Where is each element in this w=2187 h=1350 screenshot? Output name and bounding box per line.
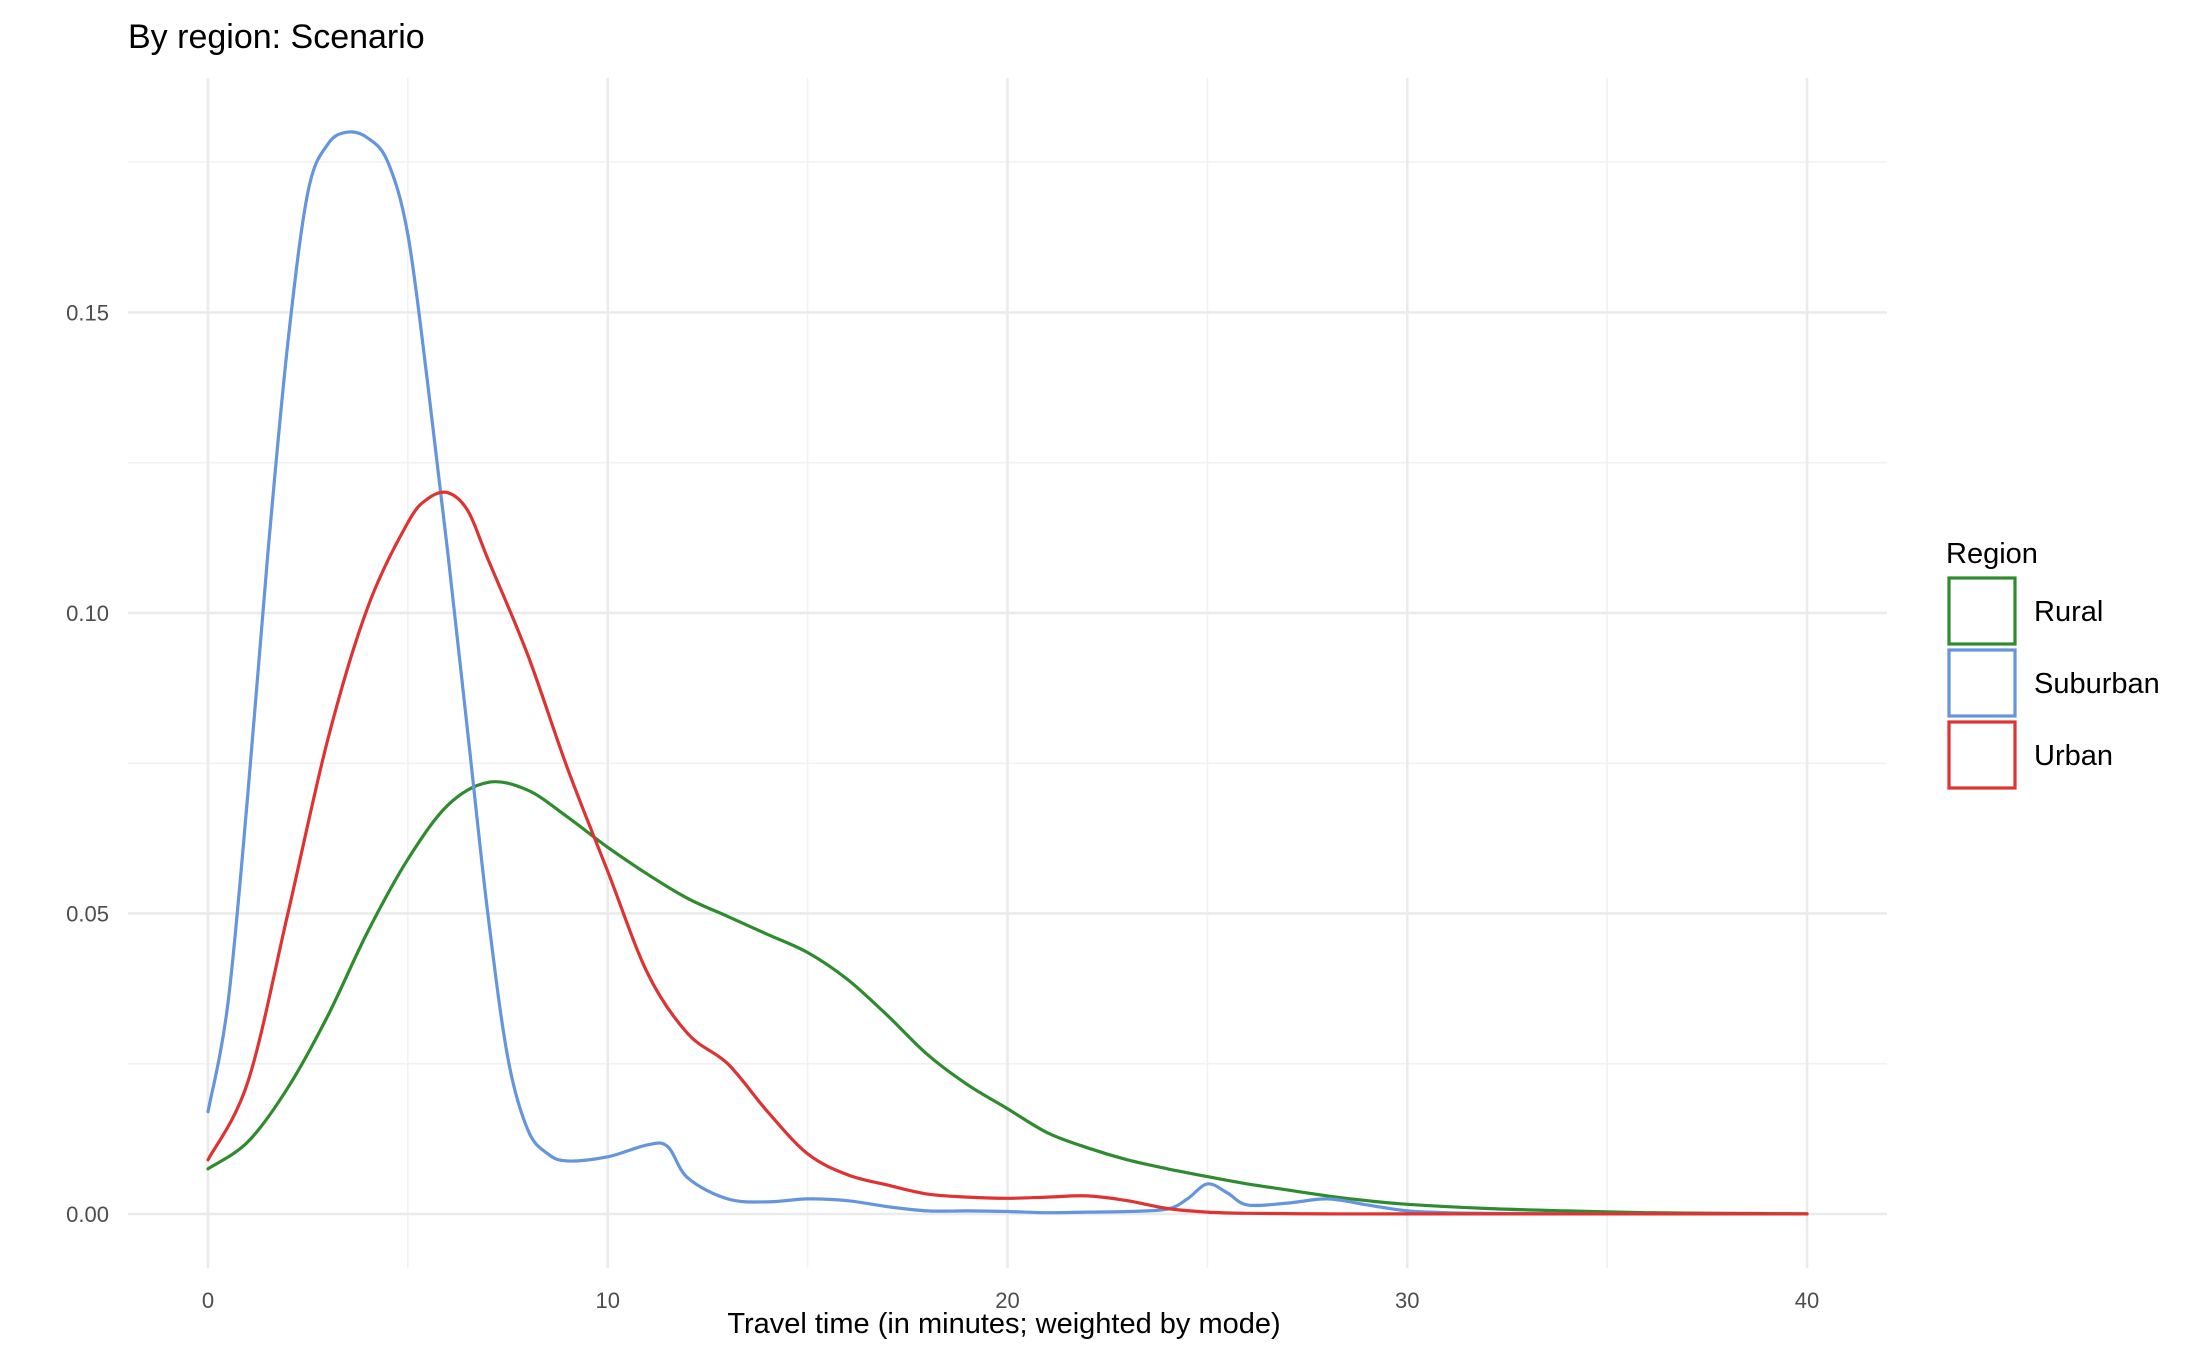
x-tick-label: 10 [595,1288,619,1313]
legend: Region Rural Suburban Urban [1946,538,2160,790]
series-line-rural [206,780,1809,1216]
legend-key-rural [1947,576,2017,646]
x-tick-label: 40 [1795,1288,1819,1313]
legend-label-rural: Rural [2034,596,2103,628]
legend-key-suburban [1947,648,2017,718]
x-tick-label: 30 [1395,1288,1419,1313]
x-tick-label: 0 [202,1288,214,1313]
legend-label-urban: Urban [2034,740,2113,772]
series-line-suburban [206,130,1649,1216]
series-line-urban [206,490,1809,1216]
y-tick-label: 0.15 [66,300,109,325]
legend-key-urban [1947,720,2017,790]
x-tick-label: 20 [995,1288,1019,1313]
y-tick-label: 0.10 [66,601,109,626]
series-lines [206,130,1809,1216]
y-tick-label: 0.05 [66,901,109,926]
y-tick-label: 0.00 [66,1202,109,1227]
grid [128,78,1887,1268]
tick-labels: 0 10 20 30 40 0.00 0.05 0.10 0.15 [66,300,1819,1313]
legend-label-suburban: Suburban [2034,668,2160,700]
x-axis-title: Travel time (in minutes; weighted by mod… [727,1308,1280,1340]
chart-title: By region: Scenario [128,18,425,56]
legend-title: Region [1946,538,2038,570]
